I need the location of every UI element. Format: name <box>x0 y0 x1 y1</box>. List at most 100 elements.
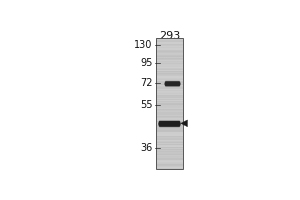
Bar <box>156 77 183 78</box>
Bar <box>156 92 183 93</box>
Bar <box>156 89 183 90</box>
Bar <box>156 42 183 43</box>
Bar <box>156 103 183 104</box>
Bar <box>156 52 183 53</box>
Bar <box>156 82 183 83</box>
Bar <box>156 138 183 139</box>
Bar <box>156 57 183 58</box>
Bar <box>156 44 183 45</box>
Bar <box>156 137 183 138</box>
Bar <box>156 159 183 160</box>
Bar <box>156 160 183 161</box>
Bar <box>156 132 183 133</box>
Bar <box>156 79 183 80</box>
Bar <box>156 43 183 44</box>
Bar <box>156 141 183 142</box>
Bar <box>156 93 183 94</box>
Bar <box>156 109 183 110</box>
Bar <box>156 150 183 151</box>
Bar <box>156 149 183 150</box>
Bar <box>156 48 183 49</box>
Bar <box>156 128 183 129</box>
Bar <box>156 142 183 143</box>
Bar <box>156 115 183 116</box>
Bar <box>156 75 183 76</box>
Bar <box>156 121 183 122</box>
Bar <box>156 47 183 48</box>
Text: 55: 55 <box>140 100 153 110</box>
Bar <box>156 146 183 147</box>
Bar <box>156 122 183 123</box>
Bar <box>156 125 183 126</box>
Bar <box>156 168 183 169</box>
Bar <box>156 123 183 124</box>
Bar <box>156 153 183 154</box>
Bar <box>156 144 183 145</box>
Bar <box>156 63 183 64</box>
Bar <box>156 85 183 86</box>
Bar <box>156 54 183 55</box>
Bar <box>156 61 183 62</box>
Bar <box>156 80 183 81</box>
Bar <box>156 127 183 128</box>
Bar <box>156 167 183 168</box>
Bar <box>156 90 183 91</box>
Bar <box>156 129 183 130</box>
Polygon shape <box>181 120 188 127</box>
Bar <box>156 154 183 155</box>
Bar <box>156 163 183 164</box>
Bar <box>156 81 183 82</box>
Bar <box>156 165 183 166</box>
Bar <box>156 95 183 96</box>
Bar <box>156 87 183 88</box>
Bar <box>156 105 183 106</box>
Bar <box>156 78 183 79</box>
Bar <box>156 116 183 117</box>
Bar <box>156 124 183 125</box>
Bar <box>156 76 183 77</box>
Bar <box>156 126 183 127</box>
Bar <box>156 38 183 39</box>
Bar <box>156 117 183 118</box>
Bar <box>156 45 183 46</box>
Bar <box>156 108 183 109</box>
Bar <box>156 101 183 102</box>
Bar <box>156 94 183 95</box>
Bar <box>156 83 183 84</box>
Bar <box>156 86 183 87</box>
Bar <box>156 157 183 158</box>
Bar <box>156 41 183 42</box>
Bar <box>156 133 183 134</box>
Bar <box>156 145 183 146</box>
Bar <box>156 53 183 54</box>
Bar <box>156 38 183 169</box>
Bar <box>156 119 183 120</box>
Bar <box>156 155 183 156</box>
Bar <box>156 130 183 131</box>
Bar <box>156 156 183 157</box>
Text: 95: 95 <box>140 58 153 68</box>
Bar <box>156 72 183 73</box>
Bar <box>156 51 183 52</box>
Bar <box>156 151 183 152</box>
Bar <box>156 70 183 71</box>
Bar <box>156 73 183 74</box>
Bar <box>156 139 183 140</box>
Bar <box>156 148 183 149</box>
Bar <box>156 136 183 137</box>
Text: 72: 72 <box>140 78 153 88</box>
Bar <box>156 164 183 165</box>
Bar <box>156 135 183 136</box>
Text: 36: 36 <box>140 143 153 153</box>
Bar <box>156 120 183 121</box>
Bar <box>156 59 183 60</box>
Bar <box>156 161 183 162</box>
Bar <box>156 56 183 57</box>
Bar <box>156 50 183 51</box>
Bar <box>156 91 183 92</box>
Bar <box>156 74 183 75</box>
Bar <box>156 140 183 141</box>
Bar <box>156 49 183 50</box>
Bar <box>156 64 183 65</box>
Bar <box>156 162 183 163</box>
